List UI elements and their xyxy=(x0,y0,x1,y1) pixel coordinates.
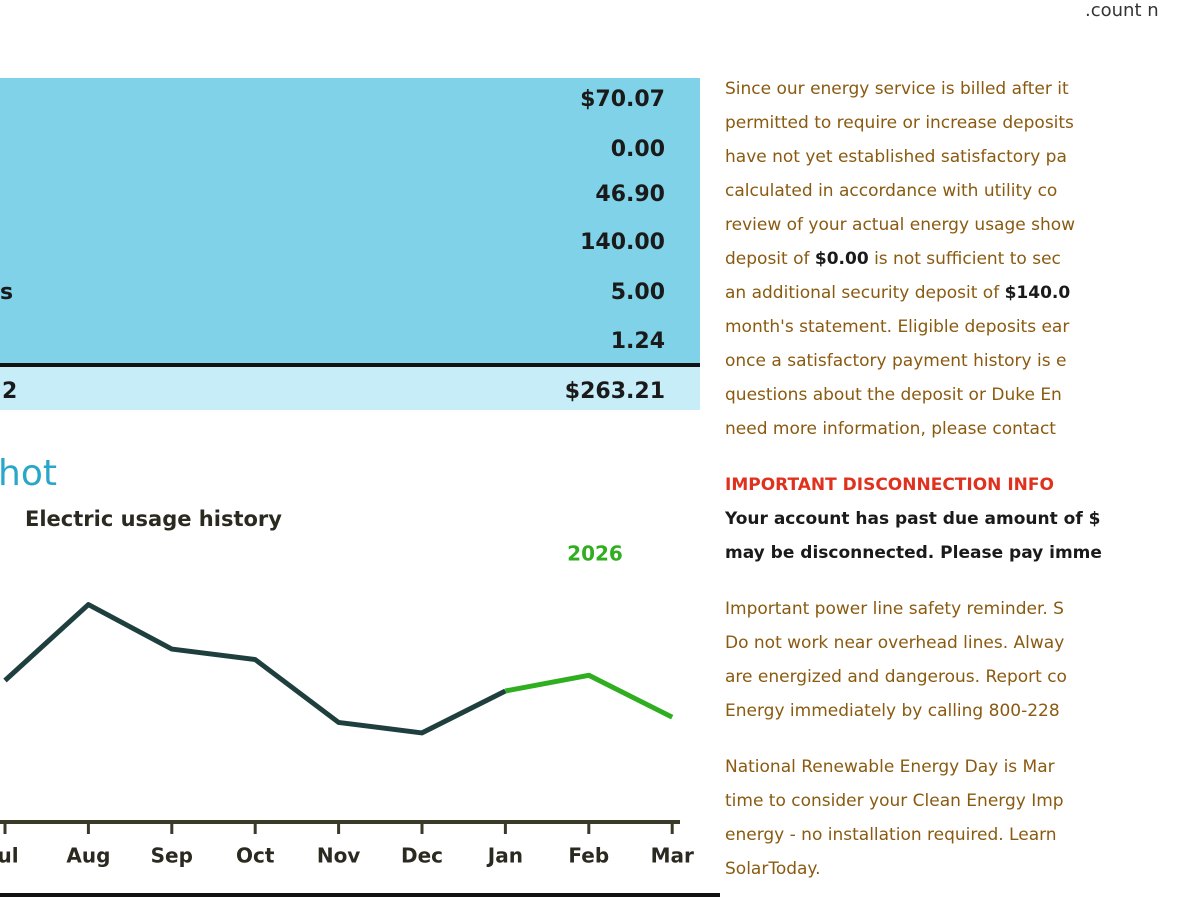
notice-line: month's statement. Eligible deposits ear xyxy=(725,310,1200,344)
notice-line: need more information, please contact xyxy=(725,412,1200,446)
x-tick-label: ul xyxy=(0,844,19,868)
notice-text: is not sufficient to sec xyxy=(868,249,1061,269)
usage-line xyxy=(504,672,674,720)
notice-text: Since our energy service is billed after… xyxy=(725,79,1069,99)
header-text: .count n xyxy=(1085,0,1159,21)
notice-text: Important power line safety reminder. S xyxy=(725,599,1064,619)
charge-amount: 0.00 xyxy=(611,137,665,162)
legend-label: 2026 xyxy=(567,542,623,566)
charges-panel xyxy=(0,78,700,365)
notice-text: once a satisfactory payment history is e xyxy=(725,351,1067,371)
notice-line: IMPORTANT DISCONNECTION INFO xyxy=(725,468,1200,502)
x-tick-label: Aug xyxy=(66,844,110,868)
left-panel: hot Electric usage history ul Aug Sep Oct No… xyxy=(0,78,720,897)
total-label: 2 xyxy=(2,379,17,404)
charge-label: s xyxy=(0,280,13,305)
notice-text: calculated in accordance with utility co xyxy=(725,181,1058,201)
notice-text: Energy immediately by calling 800-228 xyxy=(725,701,1060,721)
notice-line: Since our energy service is billed after… xyxy=(725,72,1200,106)
notice-text: $0.00 xyxy=(814,249,869,269)
notice-text: Your account has past due amount of $ xyxy=(725,509,1101,529)
notice-text: deposit of xyxy=(725,249,815,269)
notice-text: month's statement. Eligible deposits ear xyxy=(725,317,1070,337)
notice-text: Do not work near overhead lines. Alway xyxy=(725,633,1065,653)
x-tick-label: Mar xyxy=(651,844,694,868)
notice-text: an additional security deposit of xyxy=(725,283,1005,303)
x-tick-label: Jan xyxy=(486,844,523,868)
notice-line: calculated in accordance with utility co xyxy=(725,174,1200,208)
notice-line: once a satisfactory payment history is e xyxy=(725,344,1200,378)
notice-line: deposit of $0.00 is not sufficient to se… xyxy=(725,242,1200,276)
notice-line: questions about the deposit or Duke En xyxy=(725,378,1200,412)
notice-text: need more information, please contact xyxy=(725,419,1056,439)
notice-text: energy - no installation required. Learn xyxy=(725,825,1057,845)
usage-chart: ul Aug Sep Oct Nov Dec Jan Feb Mar 2026 xyxy=(0,542,694,868)
notice-line: SolarToday. xyxy=(725,852,1200,886)
notice-text: have not yet established satisfactory pa xyxy=(725,147,1067,167)
notice-line: Do not work near overhead lines. Alway xyxy=(725,626,1200,660)
charge-amount: 1.24 xyxy=(611,329,665,354)
notice-line: energy - no installation required. Learn xyxy=(725,818,1200,852)
x-tick-label: Sep xyxy=(151,844,193,868)
notice-line: an additional security deposit of $140.0 xyxy=(725,276,1200,310)
x-tick-label: Dec xyxy=(401,844,443,868)
notice-line: National Renewable Energy Day is Mar xyxy=(725,750,1200,784)
total-amount: $263.21 xyxy=(565,379,665,404)
charge-amount: 5.00 xyxy=(611,280,665,305)
spacer xyxy=(725,446,1200,468)
spacer xyxy=(725,728,1200,750)
notice-text: may be disconnected. Please pay imme xyxy=(725,543,1102,563)
notice-line: are energized and dangerous. Report co xyxy=(725,660,1200,694)
notice-text: National Renewable Energy Day is Mar xyxy=(725,757,1055,777)
notice-line: Your account has past due amount of $ xyxy=(725,502,1200,536)
notice-line: may be disconnected. Please pay imme xyxy=(725,536,1200,570)
notices: Since our energy service is billed after… xyxy=(725,72,1200,886)
notice-line: Important power line safety reminder. S xyxy=(725,592,1200,626)
x-tick-label: Feb xyxy=(568,844,609,868)
notice-text: questions about the deposit or Duke En xyxy=(725,385,1062,405)
notice-line: review of your actual energy usage show xyxy=(725,208,1200,242)
notice-line: Energy immediately by calling 800-228 xyxy=(725,694,1200,728)
charge-amount: 140.00 xyxy=(580,230,665,255)
notice-line: have not yet established satisfactory pa xyxy=(725,140,1200,174)
total-panel xyxy=(0,365,700,410)
notice-text: permitted to require or increase deposit… xyxy=(725,113,1074,133)
notice-text: review of your actual energy usage show xyxy=(725,215,1076,235)
chart-title: Electric usage history xyxy=(25,507,282,531)
spacer xyxy=(725,570,1200,592)
charge-amount: 46.90 xyxy=(595,182,665,207)
charge-amount: $70.07 xyxy=(580,87,665,112)
notice-text: SolarToday. xyxy=(725,859,821,879)
notice-text: $140.0 xyxy=(1004,283,1071,303)
notice-line: permitted to require or increase deposit… xyxy=(725,106,1200,140)
notice-text: are energized and dangerous. Report co xyxy=(725,667,1067,687)
x-tick-label: Nov xyxy=(317,844,361,868)
notice-text: IMPORTANT DISCONNECTION INFO xyxy=(725,475,1054,495)
x-tick-label: Oct xyxy=(236,844,275,868)
usage-line xyxy=(3,602,507,736)
section-title: hot xyxy=(0,453,57,494)
notice-line: time to consider your Clean Energy Imp xyxy=(725,784,1200,818)
notice-text: time to consider your Clean Energy Imp xyxy=(725,791,1064,811)
